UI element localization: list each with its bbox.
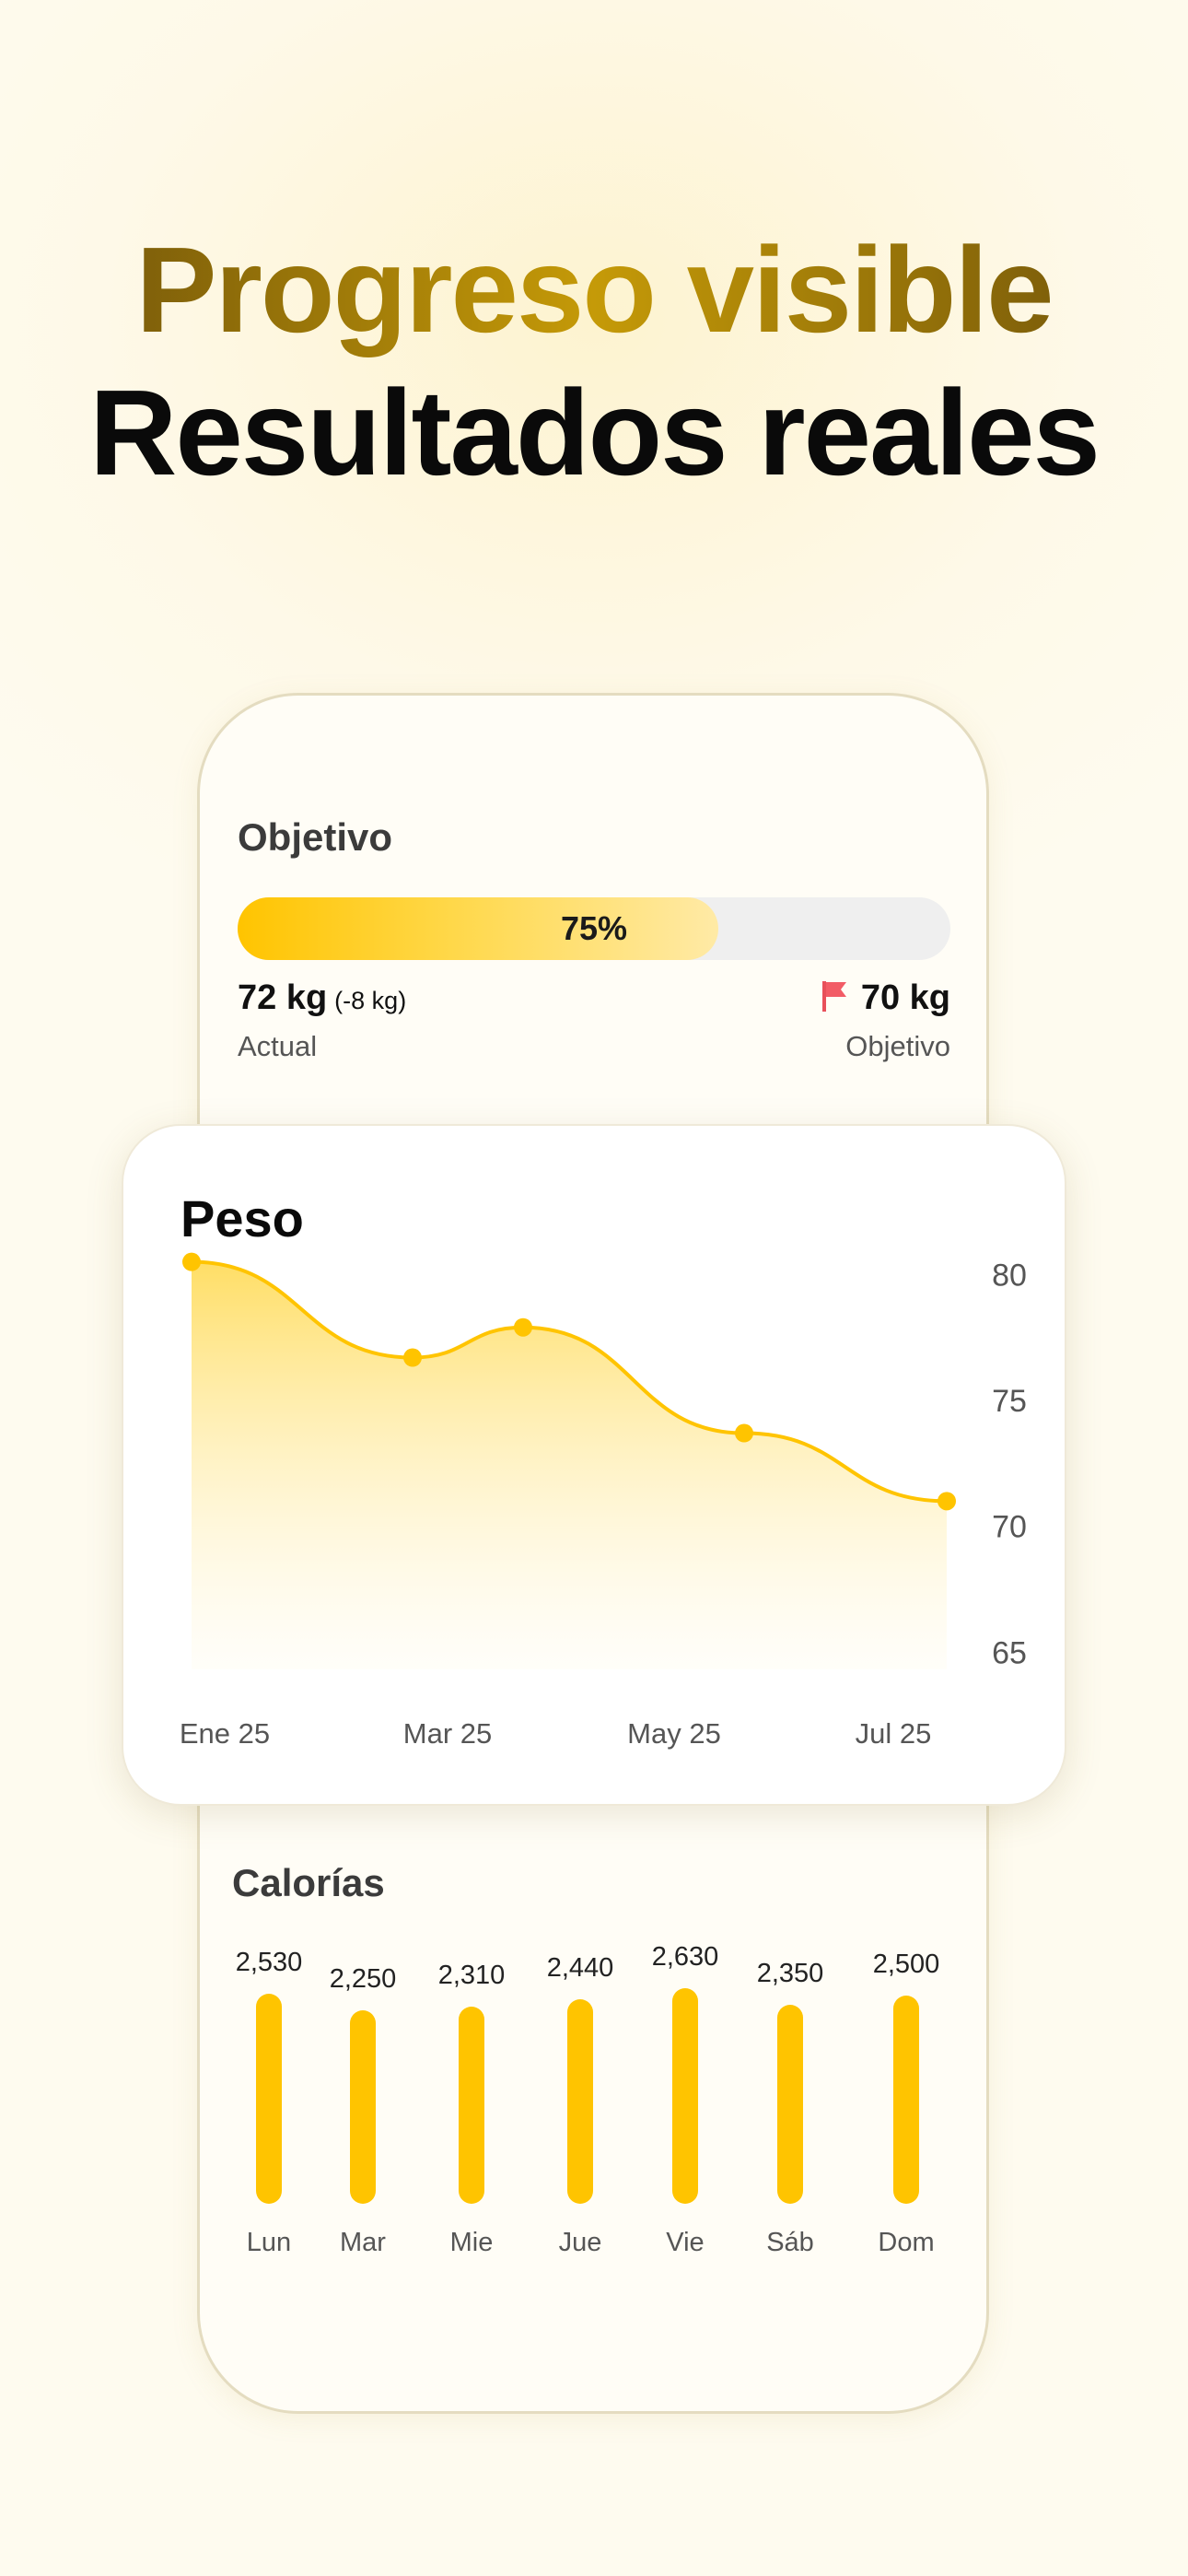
weight-card: Peso 80 75 70 65 Ene 25 Mar 25 May 25 Jul 25 [122, 1124, 1066, 1806]
calories-day-label: Sáb [766, 2228, 814, 2257]
weight-y-tick: 75 [992, 1384, 1027, 1419]
calories-day-label: Lun [246, 2228, 292, 2257]
calories-day-label: Jue [558, 2228, 602, 2257]
weight-area [192, 1261, 947, 1669]
calories-value-label: 2,250 [329, 1964, 397, 1994]
calories-value-label: 2,440 [546, 1953, 614, 1983]
calories-bar [256, 1994, 282, 2204]
goal-title: Objetivo [238, 815, 393, 859]
flag-icon [821, 981, 846, 1012]
current-weight: 72 kg (-8 kg) [238, 978, 406, 1018]
weight-x-tick: Jul 25 [856, 1717, 932, 1750]
weight-chart: 80 75 70 65 Ene 25 Mar 25 May 25 Jul 25 [180, 1252, 1027, 1750]
current-weight-delta: (-8 kg) [334, 987, 407, 1014]
goal-progress-fill [238, 897, 719, 960]
calories-bar [350, 2010, 376, 2204]
weight-point [938, 1492, 956, 1511]
calories-bar [777, 2004, 803, 2204]
headline-secondary: Resultados reales [89, 365, 1101, 500]
calories-value-label: 2,310 [437, 1961, 506, 1991]
weight-y-tick: 65 [992, 1635, 1027, 1670]
weight-point [735, 1423, 753, 1443]
calories-bar [893, 1996, 919, 2204]
weight-line [191, 1259, 948, 1504]
calories-value-label: 2,350 [756, 1958, 824, 1988]
target-weight: 70 kg [821, 978, 950, 1018]
calories-value-label: 2,530 [235, 1948, 303, 1978]
calories-day-label: Mar [340, 2228, 386, 2257]
calories-title: Calorías [232, 1861, 385, 1904]
calories-bar [672, 1988, 698, 2204]
weight-x-tick: Mar 25 [403, 1717, 492, 1750]
target-weight-value: 70 kg [860, 978, 950, 1017]
goal-progress-label: 75% [560, 909, 628, 947]
weight-y-tick: 80 [992, 1258, 1027, 1293]
target-weight-label: Objetivo [845, 1030, 950, 1062]
calories-bar [567, 1999, 593, 2204]
weight-y-tick: 70 [992, 1510, 1027, 1545]
weight-x-tick: May 25 [627, 1717, 721, 1750]
calories-value-label: 2,630 [651, 1942, 719, 1972]
weight-point [403, 1348, 422, 1367]
calories-day-label: Mie [449, 2228, 494, 2257]
weight-point [182, 1252, 201, 1271]
calories-day-label: Vie [666, 2228, 705, 2257]
weight-point [514, 1317, 532, 1337]
calories-value-label: 2,500 [872, 1950, 940, 1980]
calories-bar [459, 2007, 484, 2204]
goal-progress-bar: 75% [238, 897, 950, 960]
weight-x-tick: Ene 25 [180, 1717, 270, 1750]
weight-chart-title: Peso [181, 1189, 304, 1247]
calories-day-label: Dom [878, 2228, 935, 2257]
current-weight-value: 72 kg [238, 978, 328, 1017]
current-weight-label: Actual [238, 1030, 318, 1062]
headline-primary: Progreso visible [0, 221, 1188, 359]
